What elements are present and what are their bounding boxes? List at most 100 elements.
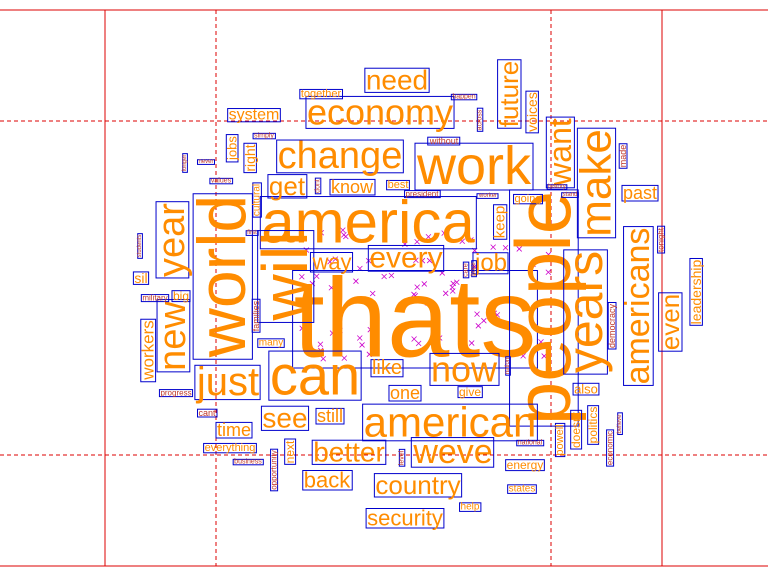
collision-marker bbox=[320, 355, 327, 362]
word-box bbox=[305, 95, 455, 129]
word-label: opportunity bbox=[270, 450, 279, 490]
word-box bbox=[507, 484, 537, 494]
collision-marker bbox=[468, 340, 475, 346]
word-label: cultural bbox=[252, 184, 263, 216]
word-label: time bbox=[217, 420, 251, 440]
word-label: first bbox=[247, 230, 257, 236]
word-right: right bbox=[242, 142, 258, 174]
word-label: change bbox=[278, 135, 403, 177]
collision-marker bbox=[516, 246, 523, 252]
collision-marker bbox=[475, 323, 482, 329]
collision-marker bbox=[341, 232, 347, 238]
collision-marker bbox=[332, 256, 339, 262]
word-believe: believe bbox=[617, 412, 623, 436]
word-label: past bbox=[623, 183, 657, 203]
word-box bbox=[658, 292, 683, 352]
collision-marker bbox=[449, 288, 456, 294]
word-families: families bbox=[251, 298, 261, 333]
word-label: even bbox=[655, 294, 685, 350]
collision-marker bbox=[502, 244, 509, 251]
word-box bbox=[364, 67, 430, 93]
word-box bbox=[171, 290, 191, 303]
word-box bbox=[546, 184, 568, 190]
word-also: also bbox=[572, 382, 600, 397]
word-box bbox=[270, 448, 279, 492]
word-every: every bbox=[367, 242, 445, 275]
collision-marker bbox=[359, 342, 365, 348]
collision-marker bbox=[371, 328, 377, 335]
word-powell: powell bbox=[554, 422, 566, 458]
word-box bbox=[505, 459, 545, 472]
collision-marker bbox=[317, 341, 324, 348]
word-label: system bbox=[229, 107, 280, 124]
word-weve: weve bbox=[410, 433, 495, 471]
word-voices: voices bbox=[524, 90, 540, 134]
collision-marker bbox=[494, 312, 501, 318]
word-box bbox=[209, 177, 234, 185]
word-box bbox=[302, 470, 353, 491]
word-box bbox=[450, 93, 478, 101]
word-box bbox=[545, 116, 575, 189]
word-simply: simply bbox=[252, 133, 276, 140]
word-thats: thats bbox=[292, 256, 538, 381]
word-box bbox=[404, 190, 441, 199]
word-national: national bbox=[516, 440, 545, 447]
word-label: one bbox=[390, 383, 420, 403]
word-big: big bbox=[171, 289, 191, 303]
collision-marker bbox=[453, 279, 460, 286]
word-president: president bbox=[404, 190, 441, 199]
word-future: future bbox=[494, 59, 524, 129]
word-dont: dont bbox=[314, 177, 322, 195]
word-leadership: leadership bbox=[688, 257, 704, 326]
word-box bbox=[309, 252, 354, 273]
word-label: make bbox=[572, 129, 621, 237]
word-box bbox=[252, 182, 262, 218]
word-label: weve bbox=[412, 433, 492, 471]
word-box bbox=[362, 403, 538, 442]
word-label: hope bbox=[471, 262, 477, 276]
word-label: students bbox=[137, 235, 143, 258]
collision-marker bbox=[441, 230, 447, 236]
word-help: help bbox=[459, 502, 482, 513]
collision-marker bbox=[353, 278, 359, 284]
word-better: better bbox=[311, 437, 387, 468]
word-first: first bbox=[245, 230, 259, 236]
collision-marker bbox=[411, 336, 417, 342]
collision-marker bbox=[442, 290, 449, 297]
word-box bbox=[493, 204, 508, 240]
collision-marker bbox=[299, 273, 305, 280]
word-label: going bbox=[515, 193, 542, 205]
collision-marker bbox=[491, 310, 498, 317]
collision-marker bbox=[545, 269, 552, 276]
word-box bbox=[471, 260, 477, 278]
collision-marker bbox=[299, 325, 305, 332]
word-box bbox=[472, 252, 509, 275]
collision-marker bbox=[340, 227, 346, 233]
word-box bbox=[607, 301, 617, 350]
word-box bbox=[554, 422, 566, 458]
word-label: jobs bbox=[225, 136, 240, 161]
word-label: americans bbox=[619, 228, 657, 385]
word-time: time bbox=[215, 420, 253, 440]
word-label: thats bbox=[294, 256, 537, 381]
word-box bbox=[689, 257, 703, 326]
word-states: states bbox=[507, 484, 537, 495]
word-label: future bbox=[494, 61, 524, 128]
word-change: change bbox=[276, 135, 404, 177]
collision-marker bbox=[426, 257, 433, 264]
word-box bbox=[497, 59, 522, 129]
collision-marker bbox=[313, 273, 320, 280]
word-box bbox=[140, 318, 157, 383]
word-layer: thatspeopleamericaworldwillworkcanyearsa… bbox=[132, 59, 704, 531]
word-one: one bbox=[388, 383, 422, 403]
word-box bbox=[618, 143, 628, 169]
collision-marker bbox=[366, 351, 373, 358]
word-box bbox=[140, 294, 170, 303]
word-box bbox=[414, 142, 534, 191]
word-box bbox=[292, 270, 538, 369]
word-box bbox=[314, 177, 322, 195]
collision-marker bbox=[388, 272, 395, 279]
collision-marker bbox=[411, 291, 417, 298]
collision-marker bbox=[414, 284, 420, 290]
word-box bbox=[365, 508, 445, 529]
